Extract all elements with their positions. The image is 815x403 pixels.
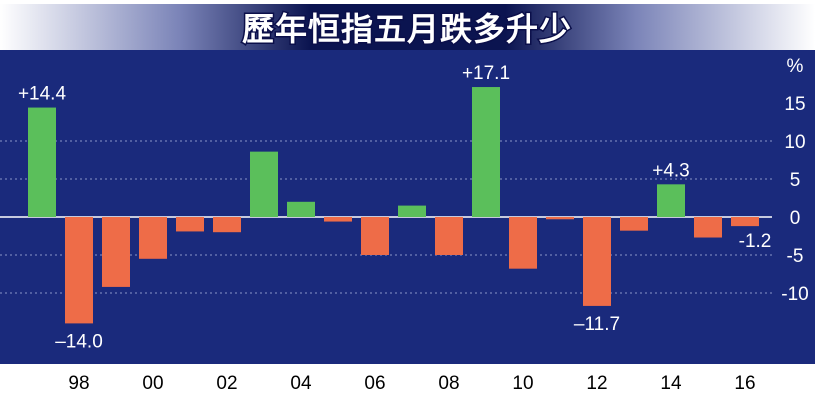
bar-2013 <box>620 217 648 231</box>
bar-1997 <box>28 107 56 217</box>
y-tick-label: 0 <box>790 208 801 229</box>
plot-background <box>0 4 815 364</box>
bar-2002 <box>213 217 241 233</box>
x-axis-band <box>0 364 815 403</box>
data-label-1998: –14.0 <box>55 331 103 352</box>
bar-2005 <box>324 217 352 222</box>
bar-1999 <box>102 217 130 287</box>
bar-2003 <box>250 151 278 217</box>
y-tick-label: -10 <box>781 284 808 305</box>
y-axis-unit-label: % <box>787 56 804 77</box>
bar-2011 <box>546 217 574 220</box>
x-tick-label: 02 <box>216 373 237 394</box>
data-labels: +14.4 –14.0 +17.1 –11.7 +4.3 -1.2 <box>18 63 771 352</box>
data-label-2014: +4.3 <box>652 160 690 181</box>
bar-2016 <box>731 217 759 227</box>
title-band <box>0 4 815 50</box>
x-tick-label: 04 <box>290 373 312 394</box>
x-tick-label: 12 <box>586 373 607 394</box>
y-tick-label: -5 <box>787 246 804 267</box>
bar-2015 <box>694 217 722 238</box>
data-label-2016: -1.2 <box>739 231 772 252</box>
x-tick-label: 16 <box>734 373 755 394</box>
bar-2012 <box>583 217 611 306</box>
x-tick-label: 00 <box>142 373 163 394</box>
bar-2008 <box>435 217 463 255</box>
bar-2007 <box>398 205 426 217</box>
bar-2001 <box>176 217 204 232</box>
y-tick-label: 10 <box>784 132 805 153</box>
data-label-2009: +17.1 <box>462 63 510 84</box>
bar-2000 <box>139 217 167 259</box>
x-tick-label: 98 <box>68 373 89 394</box>
y-tick-label: 5 <box>790 170 801 191</box>
bar-2009 <box>472 87 500 217</box>
data-label-2012: –11.7 <box>574 314 620 335</box>
x-tick-label: 08 <box>438 373 459 394</box>
bar-2006 <box>361 217 389 255</box>
x-tick-label: 10 <box>512 373 533 394</box>
bar-2004 <box>287 201 315 217</box>
bar-2010 <box>509 217 537 269</box>
y-tick-label: 15 <box>784 94 805 115</box>
y-axis-ticks: 15 10 5 0 -5 -10 <box>781 94 808 305</box>
bars <box>28 87 759 324</box>
x-tick-label: 14 <box>660 373 682 394</box>
x-tick-label: 06 <box>364 373 385 394</box>
chart-title: 歷年恒指五月跌多升少 <box>242 10 572 48</box>
bar-1998 <box>65 217 93 324</box>
data-label-1997: +14.4 <box>18 84 67 105</box>
bar-2014 <box>657 184 685 217</box>
x-axis-ticks: 98 00 02 04 06 08 10 12 14 16 <box>68 373 755 394</box>
